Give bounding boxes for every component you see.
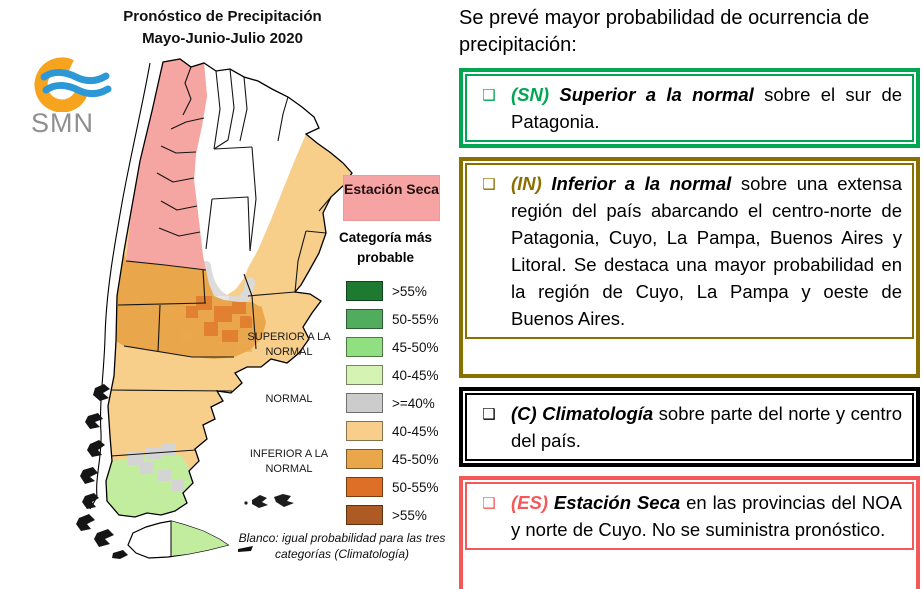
- checkbox-bullet-icon: ❑: [482, 175, 496, 193]
- legend-label: 40-45%: [392, 367, 439, 383]
- tierra-del-fuego: [127, 520, 253, 559]
- legend-label: 45-50%: [392, 339, 439, 355]
- category-lead: Estación Seca: [553, 492, 681, 513]
- annotation-text: (SN) Superior a la normal sobre el sur d…: [511, 81, 902, 135]
- category-code: (IN): [511, 173, 542, 194]
- legend-swatch: [346, 505, 383, 525]
- legend-row: >=40%: [346, 389, 439, 417]
- checkbox-bullet-icon: ❑: [482, 494, 496, 512]
- argentina-outline: [105, 58, 353, 518]
- legend-category-inferior: INFERIOR A LA NORMAL: [249, 448, 329, 475]
- category-code: (ES): [511, 492, 548, 513]
- legend-swatch: [346, 477, 383, 497]
- annotation-text: (C) Climatología sobre parte del norte y…: [511, 400, 902, 454]
- legend-row: >55%: [346, 501, 439, 529]
- map-title: Pronóstico de Precipitación Mayo-Junio-J…: [100, 6, 345, 50]
- intro-text: Se prevé mayor probabilidad de ocurrenci…: [459, 7, 870, 56]
- annotation-box-sn: ❑ (SN) Superior a la normal sobre el sur…: [459, 68, 920, 148]
- legend-row: 50-55%: [346, 305, 439, 333]
- annotation-panel: Se prevé mayor probabilidad de ocurrenci…: [459, 5, 920, 589]
- chile-coastline: [89, 62, 151, 510]
- annotation-box-es: ❑ (ES) Estación Seca en las provincias d…: [459, 476, 920, 589]
- legend-swatch: [346, 365, 383, 385]
- region-superior-45-50: [106, 452, 193, 517]
- category-code: (SN): [511, 84, 550, 105]
- checkbox-bullet-icon: ❑: [482, 405, 496, 423]
- legend-label: >=40%: [392, 395, 435, 411]
- legend-label: 45-50%: [392, 451, 439, 467]
- legend-label: >55%: [392, 283, 427, 299]
- region-inferior-50-55-blocks: [186, 296, 252, 342]
- smn-logo-icon: [34, 57, 112, 112]
- legend-row: 50-55%: [346, 473, 439, 501]
- legend-row: 45-50%: [346, 445, 439, 473]
- legend-title: Categoría más probable: [338, 230, 433, 265]
- map-title-line2: Mayo-Junio-Julio 2020: [142, 29, 303, 47]
- legend-swatch: [346, 309, 383, 329]
- legend-row: >55%: [346, 277, 439, 305]
- legend-label: >55%: [392, 507, 427, 523]
- annotation-text: (IN) Inferior a la normal sobre una exte…: [511, 170, 902, 332]
- legend-category-normal: NORMAL: [265, 393, 313, 405]
- legend-row: 40-45%: [346, 361, 439, 389]
- region-climatologia-white: [194, 63, 319, 298]
- legend-swatch: [346, 421, 383, 441]
- legend-swatch: [346, 281, 383, 301]
- legend-row: 45-50%: [346, 333, 439, 361]
- malvinas-islands: [244, 494, 294, 508]
- checkbox-bullet-icon: ❑: [482, 86, 496, 104]
- legend-label: 50-55%: [392, 479, 439, 495]
- category-lead: Climatología: [542, 403, 654, 424]
- region-dry-season: [126, 59, 207, 270]
- legend-row: 40-45%: [346, 417, 439, 445]
- category-lead: Inferior a la normal: [551, 173, 732, 194]
- annotation-box-in: ❑ (IN) Inferior a la normal sobre una ex…: [459, 157, 920, 378]
- legend-category-superior: SUPERIOR A LA NORMAL: [247, 331, 331, 358]
- legend-items: >55% 50-55% 45-50% 40-45% >=40% 40-45% 4…: [346, 277, 439, 529]
- category-rest: en las provincias del NOA y norte de Cuy…: [511, 492, 903, 540]
- category-rest: sobre el sur de Patagonia.: [511, 84, 903, 132]
- province-borders: [109, 66, 332, 457]
- legend-label: 50-55%: [392, 311, 439, 327]
- dry-season-label: Estación Seca: [343, 175, 440, 221]
- argentina-map: [76, 58, 353, 559]
- map-title-line1: Pronóstico de Precipitación: [123, 8, 322, 25]
- category-rest: sobre una extensa región del país abarca…: [511, 173, 903, 329]
- smn-logo-text: SMN: [31, 108, 94, 138]
- legend-swatch: [346, 393, 383, 413]
- annotation-box-c: ❑ (C) Climatología sobre parte del norte…: [459, 387, 920, 467]
- legend-swatch: [346, 449, 383, 469]
- fjords-texture: [76, 384, 128, 559]
- annotation-text: (ES) Estación Seca en las provincias del…: [511, 489, 902, 543]
- category-rest: sobre parte del norte y centro del país.: [511, 403, 903, 451]
- legend-label: 40-45%: [392, 423, 439, 439]
- category-code: (C): [511, 403, 537, 424]
- legend-note: Blanco: igual probabilidad para las tres…: [238, 531, 446, 561]
- region-normal-gray-patches: [128, 444, 184, 491]
- category-lead: Superior a la normal: [559, 84, 754, 105]
- legend-swatch: [346, 337, 383, 357]
